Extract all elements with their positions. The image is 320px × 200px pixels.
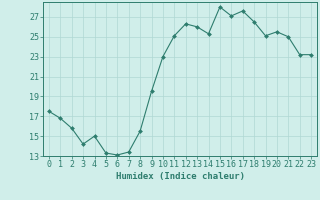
X-axis label: Humidex (Indice chaleur): Humidex (Indice chaleur) [116, 172, 244, 181]
